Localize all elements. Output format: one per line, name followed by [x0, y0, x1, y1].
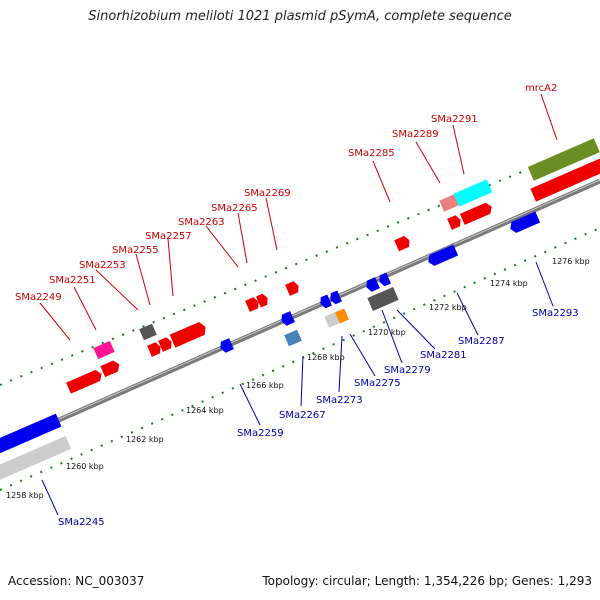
- gene-label-SMa2287: SMa2287: [458, 336, 505, 347]
- gene-label-SMa2285: SMa2285: [348, 148, 395, 159]
- kbp-label-1270: 1270 kbp: [368, 328, 406, 337]
- topology-summary: Topology: circular; Length: 1,354,226 bp…: [262, 574, 592, 588]
- forward-tick-row: [0, 139, 600, 386]
- accession-text: Accession: NC_003037: [8, 574, 145, 588]
- gene-label-SMa2273: SMa2273: [316, 395, 363, 406]
- kbp-label-1272: 1272 kbp: [429, 303, 467, 312]
- gene-label-SMa2291: SMa2291: [431, 114, 478, 125]
- gene-label-SMa2267: SMa2267: [279, 410, 326, 421]
- map-title: Sinorhizobium meliloti 1021 plasmid pSym…: [88, 9, 512, 24]
- gene-label-SMa2259: SMa2259: [237, 428, 284, 439]
- kbp-label-1258: 1258 kbp: [6, 491, 44, 500]
- gene-label-SMa2265: SMa2265: [211, 203, 258, 214]
- gene-label-SMa2289: SMa2289: [392, 129, 439, 140]
- kbp-label-1274: 1274 kbp: [490, 279, 528, 288]
- gene-label-SMa2257: SMa2257: [145, 231, 192, 242]
- gene-label-SMa2253: SMa2253: [79, 260, 126, 271]
- kbp-label-1264: 1264 kbp: [186, 406, 224, 415]
- gene-mrcA2-box: [527, 138, 600, 181]
- kbp-label-1266: 1266 kbp: [246, 381, 284, 390]
- gene-label-SMa2251: SMa2251: [49, 275, 96, 286]
- gene-label-SMa2293: SMa2293: [532, 308, 579, 319]
- kbp-label-1276: 1276 kbp: [552, 257, 590, 266]
- gene-label-SMa2255: SMa2255: [112, 245, 159, 256]
- kbp-label-1262: 1262 kbp: [126, 435, 164, 444]
- gene-label-mrcA2: mrcA2: [525, 83, 557, 94]
- gene-label-SMa2249: SMa2249: [15, 292, 62, 303]
- kbp-label-1260: 1260 kbp: [66, 462, 104, 471]
- gene-label-SMa2279: SMa2279: [384, 365, 431, 376]
- gene-label-SMa2281: SMa2281: [420, 350, 467, 361]
- gene-label-SMa2263: SMa2263: [178, 217, 225, 228]
- gene-label-SMa2275: SMa2275: [354, 378, 401, 389]
- kbp-label-1268: 1268 kbp: [307, 353, 345, 362]
- sequence-backbone: [0, 178, 600, 449]
- gene-label-SMa2245: SMa2245: [58, 517, 105, 528]
- gene-label-SMa2269: SMa2269: [244, 188, 291, 199]
